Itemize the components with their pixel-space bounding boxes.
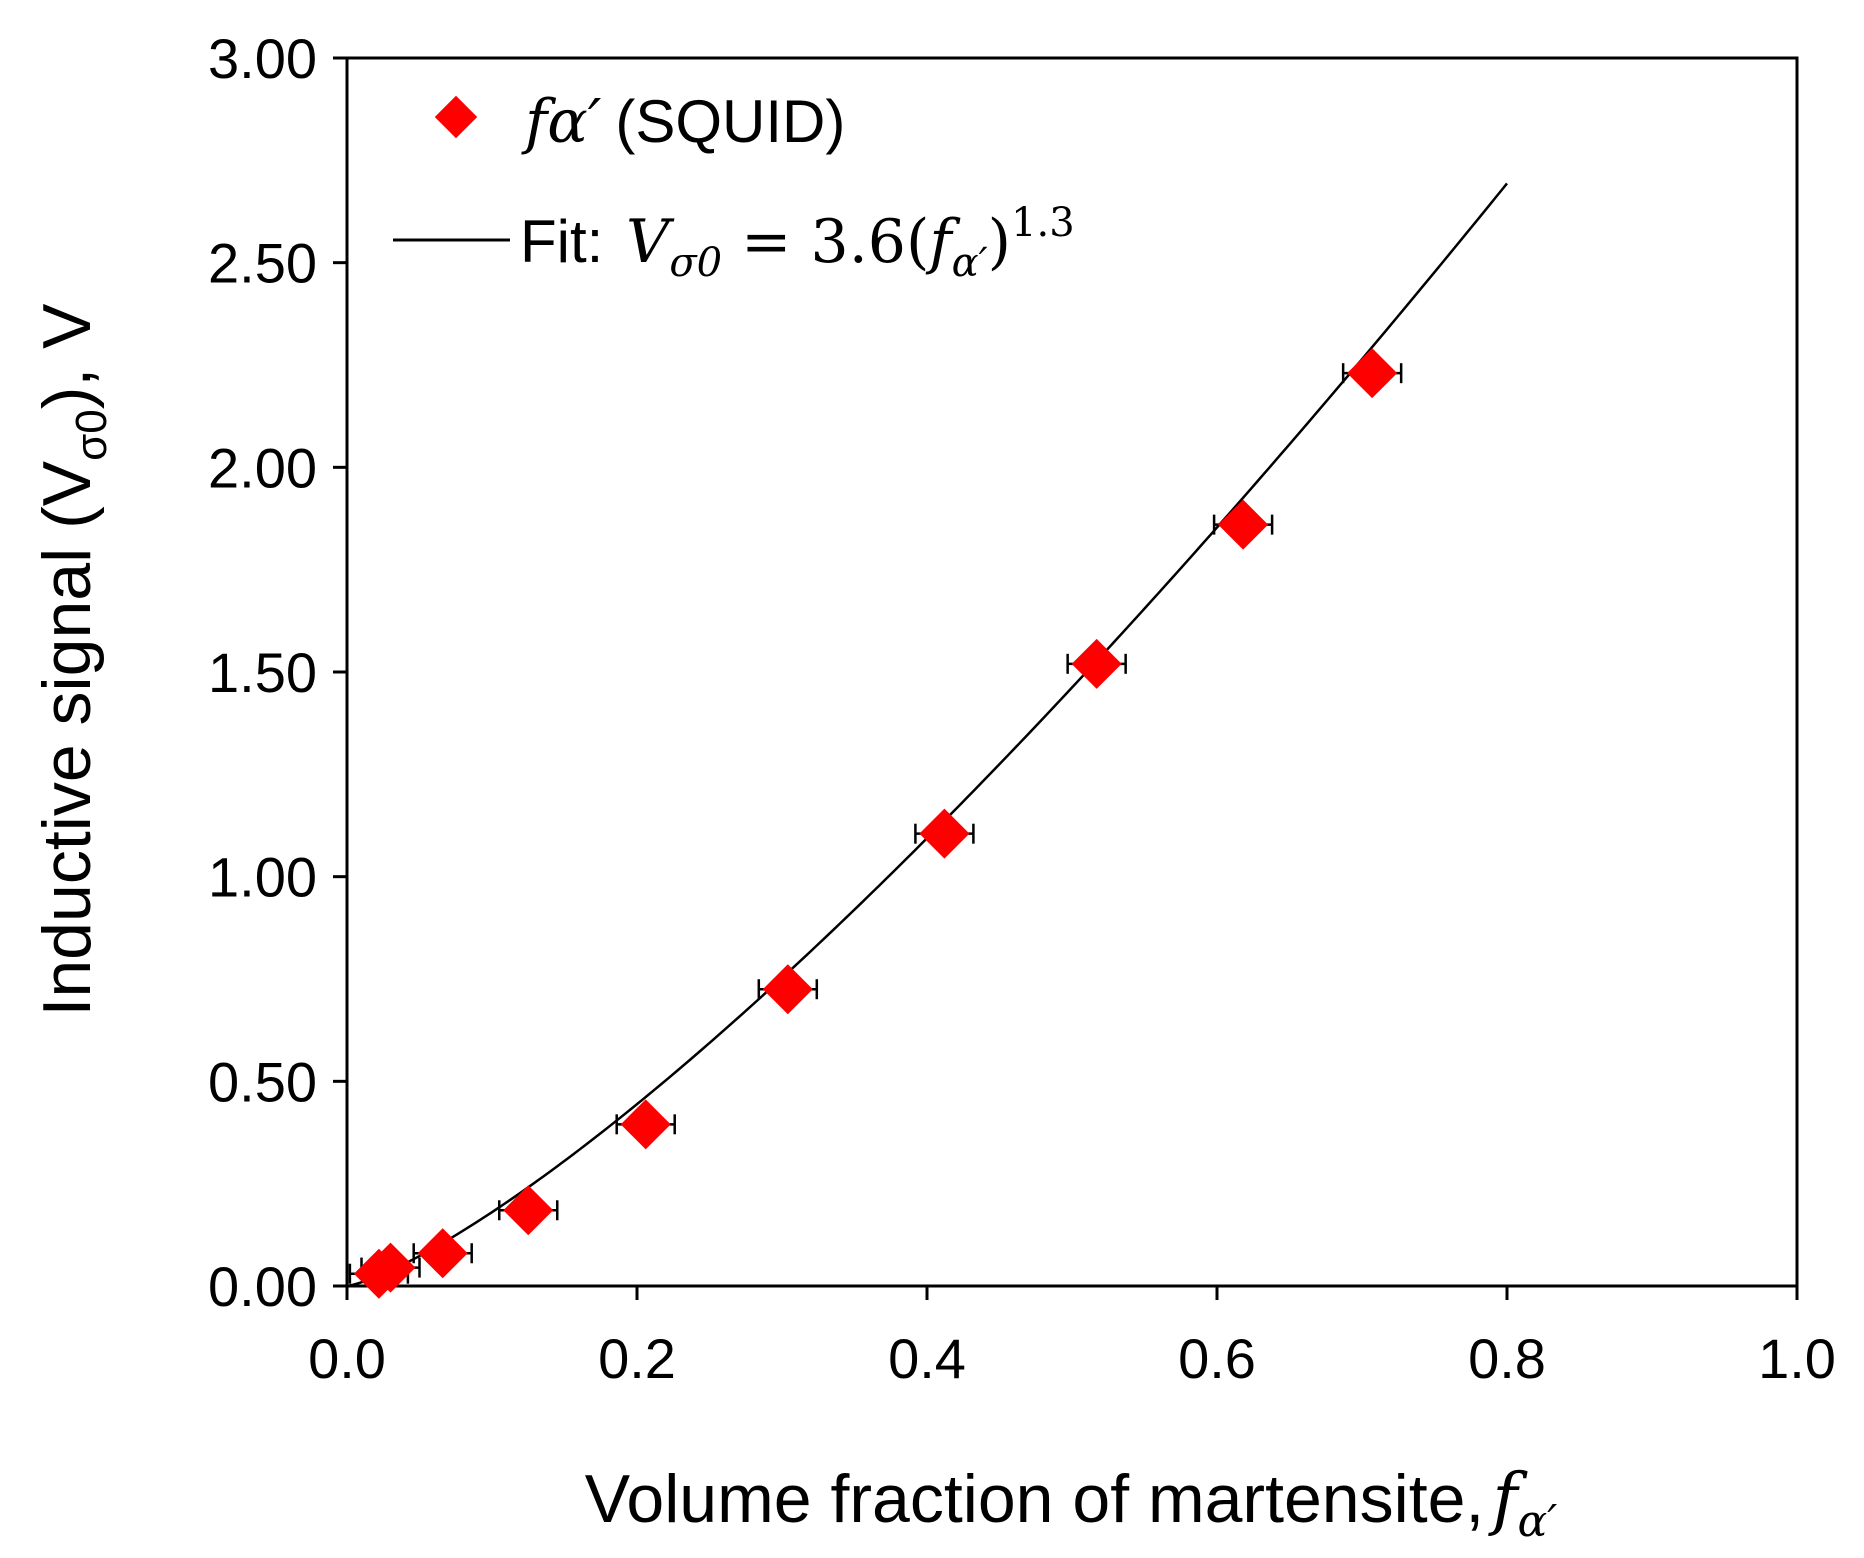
y-axis-label-prefix: Inductive signal ( — [29, 506, 105, 1017]
x-tick-label: 0.4 — [888, 1327, 966, 1390]
legend-fit-lhs: V — [626, 207, 675, 277]
x-tick-label: 0.0 — [308, 1327, 386, 1390]
legend-fit-f-sub: α′ — [952, 240, 988, 286]
legend-fit-exp: 1.3 — [1011, 200, 1075, 246]
x-axis-label: Volume fraction of martensite, fα′ — [585, 1460, 1557, 1547]
x-axis-ticks: 0.0 0.2 0.4 0.6 0.8 1.0 — [308, 1286, 1836, 1390]
y-tick-label: 2.50 — [208, 232, 317, 295]
x-axis-label-text: Volume fraction of martensite, — [585, 1461, 1485, 1537]
y-tick-label: 1.50 — [208, 641, 317, 704]
data-point-diamond — [417, 1228, 468, 1279]
data-point-diamond — [620, 1099, 671, 1150]
x-axis-label-symbol-sub: α′ — [1518, 1496, 1558, 1547]
data-point-diamond — [503, 1185, 554, 1236]
x-tick-label: 0.8 — [1468, 1327, 1546, 1390]
y-axis-label-sub: σ0 — [67, 409, 116, 461]
x-tick-label: 0.6 — [1178, 1327, 1256, 1390]
y-axis-label-suffix: ), V — [29, 303, 105, 409]
data-markers — [353, 348, 1398, 1299]
data-point-diamond — [1347, 348, 1398, 399]
x-tick-label: 1.0 — [1758, 1327, 1836, 1390]
data-point-diamond — [919, 808, 970, 859]
legend-squid-text: (SQUID) — [615, 88, 845, 155]
y-axis-label-symbol: V — [29, 460, 105, 506]
legend-marker-squid — [434, 95, 478, 139]
legend-squid-greek: α′ — [547, 87, 602, 157]
data-point-diamond — [762, 964, 813, 1015]
legend-fit-lhs-sub: σ0 — [669, 240, 722, 286]
legend-fit-eq: = 3.6( — [722, 207, 929, 277]
legend-label-squid: fα′ (SQUID) — [521, 87, 845, 157]
legend-label-fit: Fit: Vσ0 = 3.6(fα′)1.3 — [520, 200, 1075, 286]
y-tick-label: 1.00 — [208, 846, 317, 909]
y-axis-label: Inductive signal (Vσ0), V — [29, 303, 116, 1017]
data-point-diamond — [365, 1242, 416, 1293]
x-tick-label: 0.2 — [598, 1327, 676, 1390]
legend-fit-close: ) — [988, 207, 1011, 277]
y-tick-label: 0.00 — [208, 1255, 317, 1318]
data-point-diamond — [1218, 499, 1269, 550]
legend: fα′ (SQUID) Fit: Vσ0 = 3.6(fα′)1.3 — [393, 87, 1075, 286]
y-axis-ticks: 0.00 0.50 1.00 1.50 2.00 2.50 3.00 — [208, 27, 347, 1318]
y-tick-label: 3.00 — [208, 27, 317, 90]
y-tick-label: 2.00 — [208, 436, 317, 499]
data-point-diamond — [1071, 638, 1122, 689]
legend-fit-prefix: Fit: — [520, 208, 620, 275]
y-tick-label: 0.50 — [208, 1050, 317, 1113]
